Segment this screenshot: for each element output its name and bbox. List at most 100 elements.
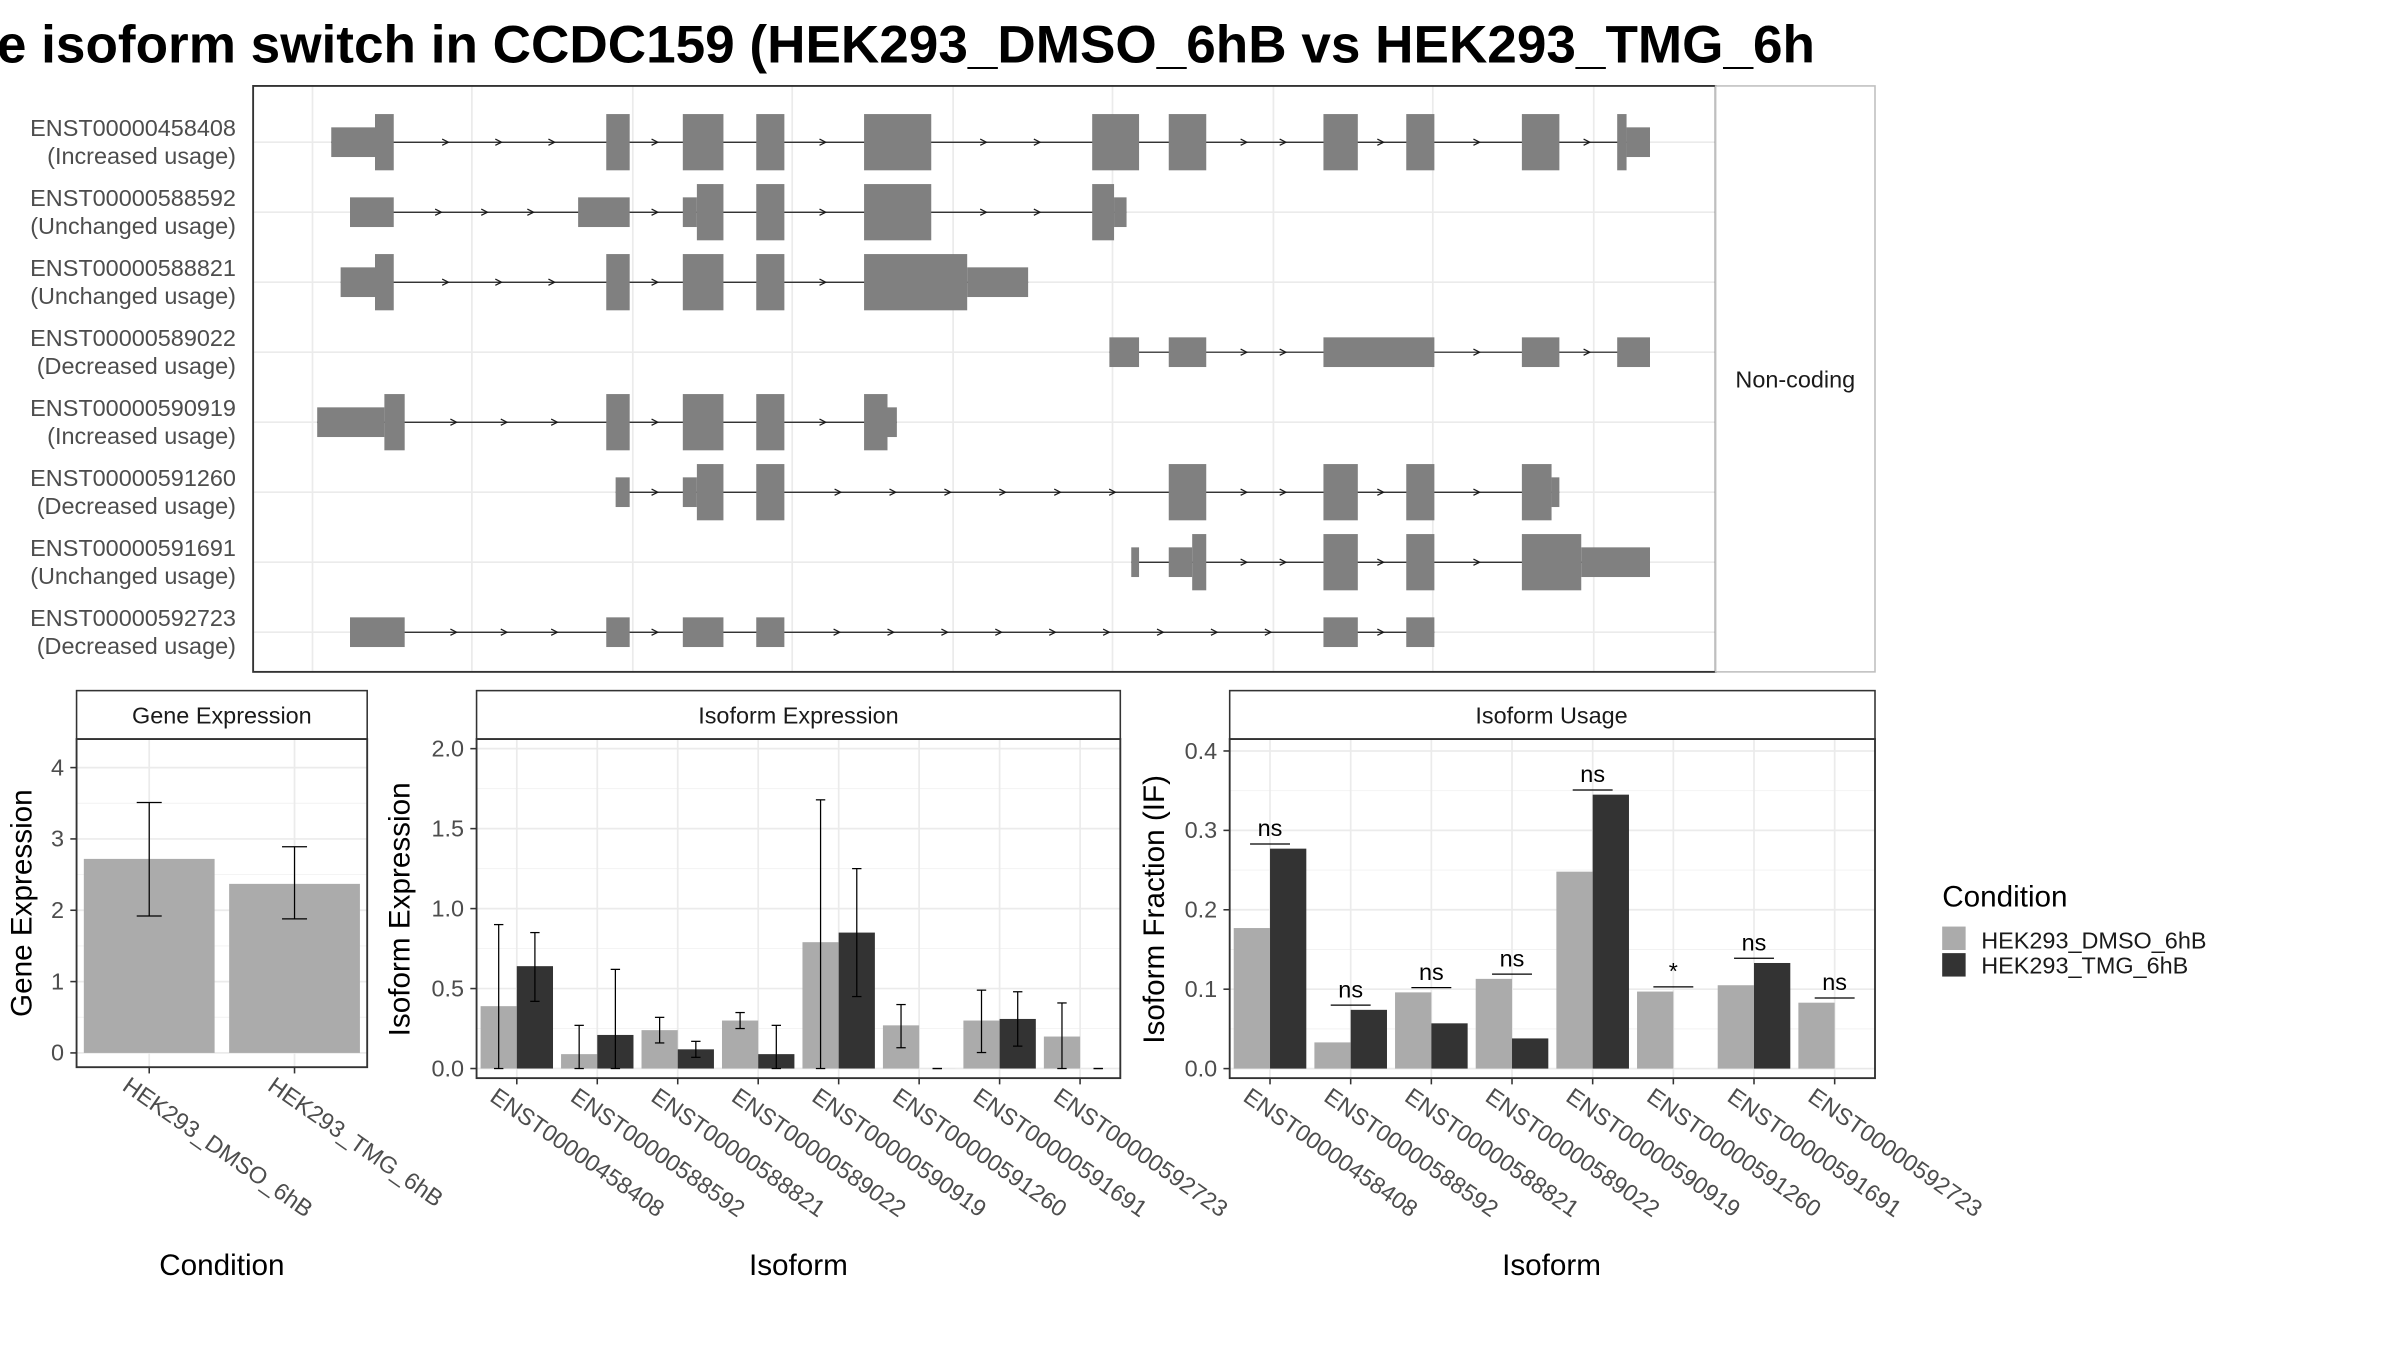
intron-arrow (999, 488, 1007, 496)
figure-title: e isoform switch in CCDC159 (HEK293_DMSO… (0, 16, 1815, 75)
utr-exon (1617, 337, 1650, 368)
intron-arrow (1377, 558, 1385, 566)
coding-exon (696, 464, 724, 521)
iexp-plot-border (475, 738, 1122, 1080)
intron-arrow (1583, 138, 1592, 146)
intron-arrow (527, 208, 535, 216)
transcript-status-label: (Decreased usage) (37, 353, 236, 379)
intron-arrow (1240, 138, 1249, 146)
intron-arrow (1377, 138, 1385, 146)
coding-exon (1323, 534, 1358, 591)
intron-arrow (495, 278, 503, 286)
transcript-status-label: (Increased usage) (47, 423, 236, 449)
coding-exon (375, 114, 394, 171)
isoform-expression-panel: Isoform Expression 0.00.51.01.52.0ENST00… (383, 689, 1233, 1282)
coding-exon (1406, 464, 1435, 521)
intron-arrow (450, 418, 459, 426)
bar (1395, 992, 1432, 1069)
utr-exon (887, 407, 897, 438)
utr-exon (682, 197, 697, 228)
coding-exon (375, 254, 394, 311)
utr-exon (340, 267, 375, 298)
transcript-status-label: (Decreased usage) (37, 633, 236, 659)
structure-plot-area (253, 85, 1716, 672)
intron-arrow (1473, 488, 1482, 496)
utr-exon (350, 197, 394, 228)
y-tick-label: 0.4 (1185, 738, 1218, 764)
transcript-track (331, 114, 1650, 171)
iuse-strip (1228, 689, 1876, 740)
intron-arrow (1279, 138, 1288, 146)
bar (1350, 1009, 1387, 1069)
coding-exon (756, 254, 785, 311)
coding-exon (606, 394, 630, 451)
transcript-id-label: ENST00000588592 (30, 185, 236, 211)
iexp-xlabel: Isoform (749, 1249, 848, 1282)
utr-exon (1168, 547, 1193, 578)
utr-exon (350, 617, 405, 648)
coding-exon (756, 394, 785, 451)
legend-key-dmso (1942, 926, 1966, 950)
intron-arrow (1377, 488, 1385, 496)
coding-exon (864, 114, 932, 171)
utr-exon (1406, 617, 1435, 648)
iexp-plot: 0.00.51.01.52.0ENST00000458408ENST000005… (432, 735, 1233, 1222)
intron-arrow (819, 138, 828, 146)
coding-exon (1521, 534, 1582, 591)
legend: Condition HEK293_DMSO_6hB HEK293_TMG_6hB (1942, 880, 2206, 978)
coding-exon (606, 114, 630, 171)
intron-arrow (1240, 558, 1249, 566)
legend-key-tmg (1942, 953, 1966, 977)
intron-arrow (548, 138, 557, 146)
intron-arrow (1583, 348, 1592, 356)
transcript-status-label: (Decreased usage) (37, 493, 236, 519)
intron-arrow (1279, 348, 1288, 356)
strip-label: Non-coding (1735, 367, 1855, 393)
coding-exon (1617, 114, 1627, 171)
utr-exon (606, 617, 630, 648)
intron-arrow (819, 208, 828, 216)
transcript-id-label: ENST00000591691 (30, 535, 236, 561)
intron-arrow (1102, 628, 1111, 636)
bar (1754, 962, 1791, 1069)
coding-exon (756, 184, 785, 241)
intron-arrow (944, 488, 953, 496)
intron-arrow (548, 278, 557, 286)
coding-exon (1192, 534, 1207, 591)
coding-exon (864, 254, 968, 311)
bar (677, 1049, 714, 1069)
coding-exon (1323, 464, 1358, 521)
utr-exon (1626, 127, 1650, 158)
intron-arrow (651, 488, 660, 496)
intron-arrow (1279, 558, 1288, 566)
gene-strip-title: Gene Expression (132, 702, 312, 728)
utr-exon (1581, 547, 1650, 578)
legend-label-tmg: HEK293_TMG_6hB (1981, 952, 2188, 978)
intron-arrow (441, 278, 450, 286)
y-tick-label: 0.5 (432, 975, 465, 1001)
intron-arrow (833, 628, 842, 636)
transcript-track (317, 394, 897, 451)
intron-arrow (1033, 208, 1042, 216)
intron-arrow (979, 208, 988, 216)
gene-expression-panel: Gene Expression 01234HEK293_DMSO_6hBHEK2… (5, 689, 448, 1282)
intron-arrow (1156, 628, 1165, 636)
gene-ylabel: Gene Expression (5, 789, 38, 1017)
legend-label-dmso: HEK293_DMSO_6hB (1981, 927, 2206, 953)
intron-arrow (1210, 628, 1219, 636)
coding-exon (682, 394, 724, 451)
coding-exon (1168, 464, 1207, 521)
coding-exon (1168, 114, 1207, 171)
intron-arrow (1377, 628, 1385, 636)
coding-exon (756, 114, 785, 171)
intron-arrow (1473, 558, 1482, 566)
transcript-track (615, 464, 1560, 521)
utr-exon (1114, 197, 1127, 228)
y-tick-label: 1 (51, 968, 64, 994)
coding-exon (1521, 114, 1560, 171)
intron-arrow (1033, 138, 1042, 146)
transcript-track (1131, 534, 1650, 591)
intron-arrow (441, 138, 450, 146)
intron-arrow (1053, 488, 1062, 496)
intron-arrow (834, 488, 843, 496)
